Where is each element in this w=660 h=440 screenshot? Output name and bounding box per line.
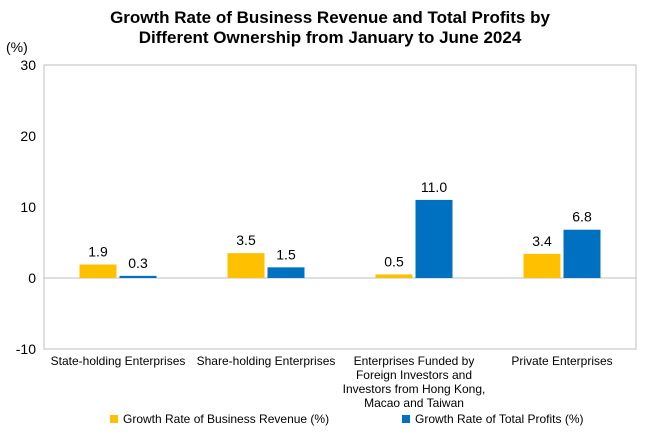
y-tick-label: 10	[20, 199, 36, 215]
y-tick-label: 20	[20, 128, 36, 144]
x-tick-label: Share-holding Enterprises	[197, 354, 336, 368]
x-tick-label: Private Enterprises	[511, 354, 612, 368]
x-tick-label: State-holding Enterprises	[51, 354, 186, 368]
x-tick-label: Foreign Investors and	[356, 368, 472, 382]
chart-title: Growth Rate of Business Revenue and Tota…	[0, 8, 660, 48]
chart-title-line-2: Different Ownership from January to June…	[138, 28, 522, 47]
data-label-revenue: 3.5	[236, 232, 256, 248]
bar-profits	[563, 229, 601, 278]
y-tick-label: 30	[20, 57, 36, 73]
y-tick-label: 0	[28, 270, 36, 286]
bar-revenue	[375, 274, 413, 278]
data-label-profits: 1.5	[276, 246, 296, 262]
legend-item-revenue: Growth Rate of Business Revenue (%)	[110, 412, 329, 426]
data-label-profits: 0.3	[128, 255, 148, 271]
bar-profits	[267, 267, 305, 278]
bar-profits	[119, 275, 157, 278]
data-label-profits: 11.0	[421, 179, 447, 195]
x-tick-label: Investors from Hong Kong,	[343, 382, 486, 396]
bar-profits	[415, 199, 453, 278]
chart-legend: Growth Rate of Business Revenue (%) Grow…	[0, 412, 660, 432]
bar-revenue	[523, 253, 561, 278]
chart-title-line-1: Growth Rate of Business Revenue and Tota…	[110, 8, 550, 27]
x-tick-label: Enterprises Funded by	[354, 354, 475, 368]
legend-label-profits: Growth Rate of Total Profits (%)	[415, 412, 584, 426]
bar-revenue	[79, 264, 117, 278]
y-tick-label: -10	[16, 341, 36, 357]
bar-revenue	[227, 253, 265, 278]
legend-item-profits: Growth Rate of Total Profits (%)	[402, 412, 584, 426]
data-label-revenue: 3.4	[532, 233, 552, 249]
data-label-revenue: 1.9	[88, 244, 108, 260]
y-axis-label: (%)	[6, 39, 28, 55]
legend-swatch-revenue	[110, 415, 118, 423]
data-label-revenue: 0.5	[384, 253, 404, 269]
plot-area-border	[43, 64, 637, 350]
legend-label-revenue: Growth Rate of Business Revenue (%)	[123, 412, 330, 426]
data-label-profits: 6.8	[572, 209, 592, 225]
x-tick-label: Macao and Taiwan	[364, 396, 464, 410]
legend-swatch-profits	[402, 415, 410, 423]
